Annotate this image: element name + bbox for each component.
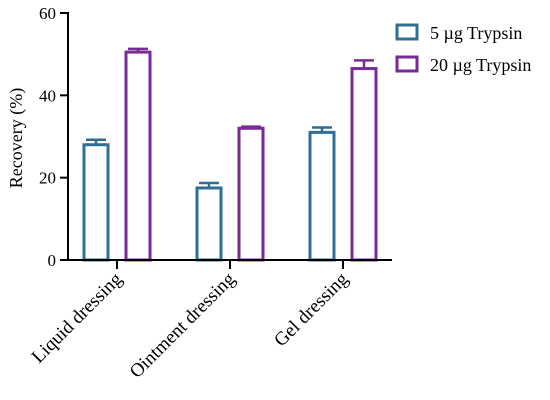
- legend-label: 20 µg Trypsin: [430, 55, 531, 75]
- legend-swatch: [395, 55, 419, 73]
- y-tick-label: 0: [48, 251, 57, 270]
- legend: 5 µg Trypsin 20 µg Trypsin: [395, 23, 531, 75]
- x-category-label: Ointment dressing: [126, 268, 240, 382]
- bar-series2: [350, 67, 378, 262]
- y-ticks: 0 20 40 60: [39, 4, 68, 270]
- bar-series1: [82, 143, 110, 262]
- y-tick-label: 60: [39, 4, 56, 23]
- y-axis-title: Recovery (%): [6, 88, 27, 188]
- x-category-label: Liquid dressing: [28, 268, 127, 367]
- legend-swatch: [395, 23, 419, 41]
- x-category-label: Gel dressing: [270, 268, 353, 351]
- legend-label: 5 µg Trypsin: [430, 23, 522, 43]
- axes-layer: [67, 12, 392, 261]
- bar-series1: [308, 130, 336, 262]
- y-tick-label: 40: [39, 86, 56, 105]
- bar-series1: [195, 186, 223, 262]
- bars-layer: [82, 47, 378, 262]
- y-tick-label: 20: [39, 169, 56, 188]
- x-category-labels: Liquid dressing Ointment dressing Gel dres…: [28, 260, 353, 382]
- bar-series2: [124, 50, 152, 262]
- bar-series2: [237, 126, 265, 262]
